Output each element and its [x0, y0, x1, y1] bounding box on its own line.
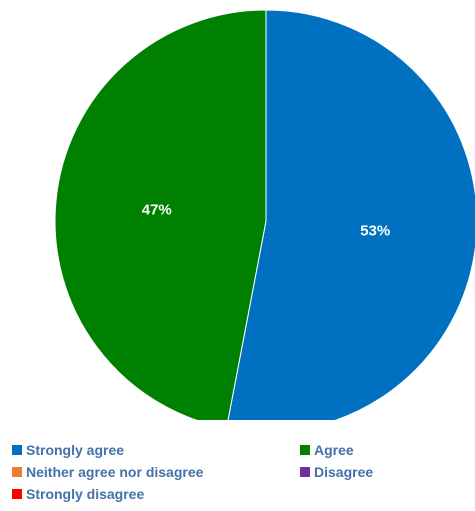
legend-label-strongly-agree: Strongly agree [26, 442, 125, 458]
legend-label-strongly-disagree: Strongly disagree [26, 486, 145, 502]
pie-chart: 53% 47% [54, 9, 475, 420]
legend-swatch-disagree [300, 467, 310, 477]
legend-item-strongly-agree: Strongly agree [12, 440, 124, 460]
legend-swatch-strongly-agree [12, 445, 22, 455]
legend-swatch-neither [12, 467, 22, 477]
legend-swatch-agree [300, 445, 310, 455]
chart-legend: Strongly agree Agree Neither agree nor d… [12, 440, 472, 510]
data-label-agree: 47% [142, 202, 172, 219]
legend-item-neither: Neither agree nor disagree [12, 462, 203, 482]
legend-item-disagree: Disagree [300, 462, 373, 482]
legend-item-strongly-disagree: Strongly disagree [12, 484, 144, 504]
pie-slices [54, 9, 475, 420]
pie-slice-strongly-agree [227, 9, 475, 420]
legend-label-disagree: Disagree [314, 464, 374, 480]
pie-data-labels: 53% 47% [142, 202, 390, 240]
legend-label-neither: Neither agree nor disagree [26, 464, 204, 480]
legend-swatch-strongly-disagree [12, 489, 22, 499]
legend-label-agree: Agree [314, 442, 354, 458]
data-label-strongly-agree: 53% [360, 222, 390, 239]
pie-slice-agree [54, 9, 267, 420]
legend-item-agree: Agree [300, 440, 354, 460]
